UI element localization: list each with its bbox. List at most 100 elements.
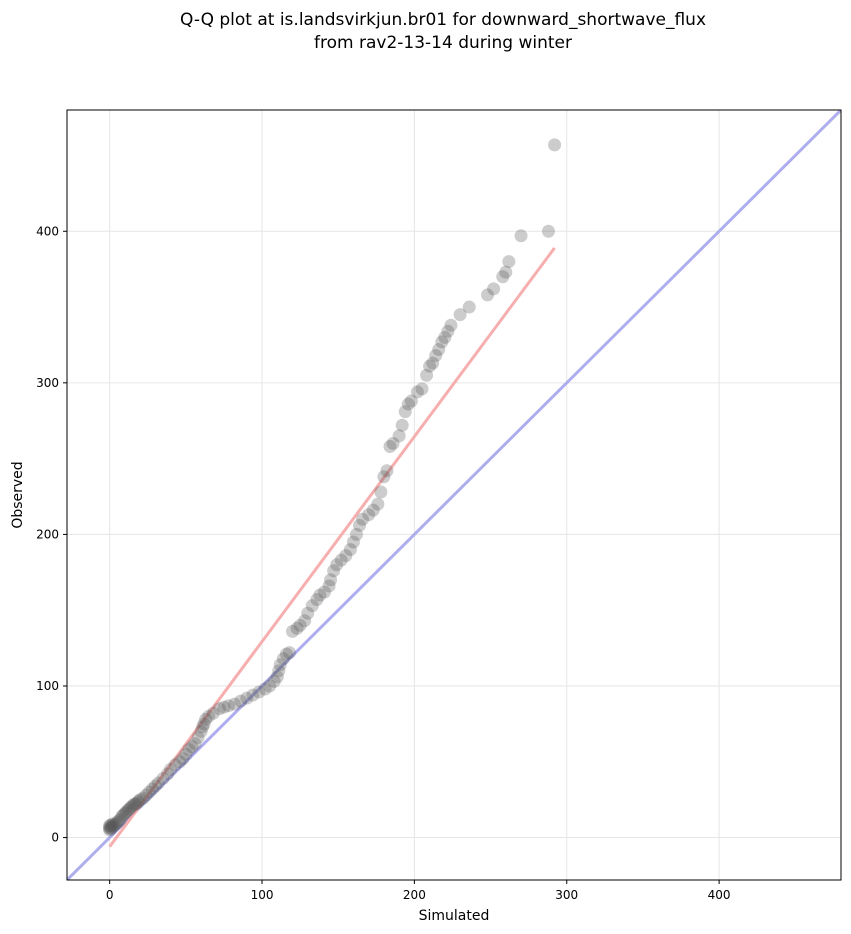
data-point: [410, 385, 424, 399]
data-point: [453, 308, 467, 322]
reference-line-1to1: [67, 110, 841, 880]
data-point: [377, 470, 391, 484]
data-point: [103, 818, 117, 832]
data-point: [109, 817, 123, 831]
data-point: [164, 762, 178, 776]
data-point: [126, 799, 140, 813]
data-point: [366, 503, 380, 517]
data-point: [206, 706, 220, 720]
data-point: [374, 485, 388, 499]
data-point: [182, 743, 196, 757]
data-point: [441, 324, 455, 338]
data-point: [222, 699, 236, 713]
data-point: [276, 652, 290, 666]
data-point: [310, 593, 324, 607]
data-point: [252, 685, 266, 699]
data-point: [107, 818, 121, 832]
data-point: [401, 397, 415, 411]
data-point: [279, 647, 293, 661]
y-tick-label: 0: [51, 831, 59, 845]
data-point: [330, 558, 344, 572]
data-point: [346, 535, 360, 549]
data-point: [285, 624, 299, 638]
data-point: [353, 518, 367, 532]
data-point: [179, 747, 193, 761]
data-point: [398, 405, 412, 419]
data-point: [130, 796, 144, 810]
x-tick-label: 200: [403, 888, 426, 902]
data-point: [322, 579, 336, 593]
data-point: [386, 436, 400, 450]
data-point: [228, 697, 242, 711]
data-point: [380, 464, 394, 478]
data-point: [133, 793, 147, 807]
data-point: [415, 382, 429, 396]
data-point: [103, 821, 117, 835]
data-point: [202, 709, 216, 723]
data-point: [106, 820, 120, 834]
data-point: [112, 814, 126, 828]
data-point: [196, 720, 210, 734]
data-point: [151, 776, 165, 790]
data-point: [124, 800, 138, 814]
data-point: [110, 815, 124, 829]
data-point: [217, 700, 231, 714]
data-point: [246, 688, 260, 702]
data-point: [121, 803, 135, 817]
data-point: [113, 812, 127, 826]
data-point: [462, 300, 476, 314]
data-points: [103, 138, 562, 837]
chart-title-line-1: Q-Q plot at is.landsvirkjun.br01 for dow…: [180, 10, 706, 30]
data-point: [148, 779, 162, 793]
data-point: [119, 805, 133, 819]
data-point: [194, 724, 208, 738]
data-point: [317, 585, 331, 599]
data-point: [136, 791, 150, 805]
y-axis-label: Observed: [10, 461, 26, 528]
data-point: [258, 682, 272, 696]
data-point: [432, 342, 446, 356]
data-point: [420, 368, 434, 382]
data-point: [305, 599, 319, 613]
data-point: [395, 418, 409, 432]
x-tick-label: 300: [555, 888, 578, 902]
data-point: [145, 782, 159, 796]
data-point: [356, 512, 370, 526]
data-point: [383, 439, 397, 453]
data-point: [392, 429, 406, 443]
data-point: [197, 717, 211, 731]
data-point: [487, 282, 501, 296]
data-point: [116, 808, 130, 822]
data-point: [103, 820, 117, 834]
data-point: [104, 821, 118, 835]
data-point: [156, 771, 170, 785]
plot-frame: [66, 109, 842, 881]
data-point: [343, 543, 357, 557]
data-point: [548, 138, 562, 152]
data-point: [122, 802, 136, 816]
data-point: [188, 737, 202, 751]
y-tick-label: 100: [36, 679, 59, 693]
data-point: [324, 573, 338, 587]
data-point: [129, 797, 143, 811]
data-point: [273, 658, 287, 672]
data-point: [541, 224, 555, 238]
x-axis-label: Simulated: [419, 908, 490, 924]
data-point: [191, 731, 205, 745]
data-point: [127, 797, 141, 811]
data-point: [339, 549, 353, 563]
data-point: [349, 527, 363, 541]
data-point: [438, 330, 452, 344]
data-point: [444, 318, 458, 332]
data-point: [176, 752, 190, 766]
data-point: [118, 806, 132, 820]
data-point: [371, 497, 385, 511]
data-point: [435, 335, 449, 349]
data-point: [185, 740, 199, 754]
axis-ticks: 0 100 200 300 400 0 100 200 300 400: [36, 224, 730, 902]
data-point: [404, 394, 418, 408]
data-point: [313, 588, 327, 602]
data-point: [139, 788, 153, 802]
fit-line: [108, 247, 556, 848]
